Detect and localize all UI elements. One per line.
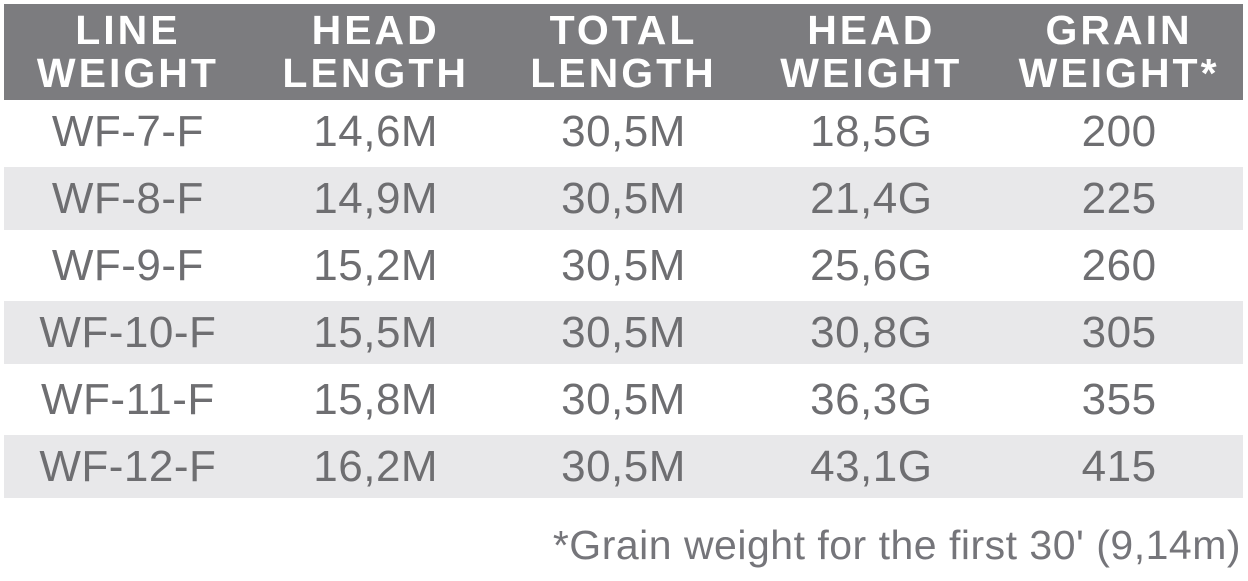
cell-head-weight: 30,8G <box>810 307 933 357</box>
cell-head-length: 14,9M <box>313 173 439 223</box>
column-header-label: TOTAL <box>549 7 698 54</box>
column-header-head-length: HEAD LENGTH <box>252 9 500 94</box>
cell-grain-weight: 200 <box>1081 106 1157 156</box>
cell-total-length: 30,5M <box>561 106 686 156</box>
cell-grain-weight: 225 <box>1081 173 1157 223</box>
cell-line-weight: WF-11-F <box>41 374 215 424</box>
column-header-label: GRAIN <box>1045 7 1193 54</box>
cell-line-weight: WF-7-F <box>51 106 204 156</box>
cell-line-weight: WF-8-F <box>51 173 204 223</box>
table-body: WF-7-F 14,6M 30,5M 18,5G 200 WF-8-F 14,9… <box>4 100 1243 498</box>
cell-line-weight: WF-12-F <box>39 441 217 491</box>
cell-total-length: 30,5M <box>561 307 686 357</box>
cell-total-length: 30,5M <box>561 240 686 290</box>
cell-line-weight: WF-9-F <box>51 240 204 290</box>
table-row: WF-12-F 16,2M 30,5M 43,1G 415 <box>4 435 1243 498</box>
cell-head-weight: 21,4G <box>810 173 933 223</box>
cell-head-weight: 18,5G <box>810 106 933 156</box>
cell-total-length: 30,5M <box>561 374 686 424</box>
column-header-grain-weight: GRAIN WEIGHT* <box>995 9 1243 94</box>
column-header-head-weight: HEAD WEIGHT <box>747 9 995 94</box>
column-header-label: WEIGHT <box>780 50 963 96</box>
cell-total-length: 30,5M <box>561 173 686 223</box>
cell-head-weight: 36,3G <box>810 374 933 424</box>
column-header-line-weight: LINE WEIGHT <box>4 9 252 94</box>
cell-grain-weight: 415 <box>1081 441 1157 491</box>
cell-grain-weight: 355 <box>1081 374 1157 424</box>
cell-head-length: 14,6M <box>313 106 439 156</box>
column-header-total-length: TOTAL LENGTH <box>500 9 748 94</box>
grain-weight-footnote: *Grain weight for the first 30' (9,14m) <box>552 522 1241 568</box>
cell-grain-weight: 260 <box>1081 240 1157 290</box>
column-header-label: HEAD <box>807 7 936 54</box>
column-header-label: LENGTH <box>282 50 469 96</box>
table-row: WF-11-F 15,8M 30,5M 36,3G 355 <box>4 368 1243 431</box>
column-header-label: WEIGHT <box>36 50 219 96</box>
column-header-label: LENGTH <box>530 50 717 96</box>
table-header: LINE WEIGHT HEAD LENGTH TOTAL LENGTH HEA… <box>4 4 1243 100</box>
column-header-label: HEAD <box>311 7 440 54</box>
column-header-label: LINE <box>75 7 181 54</box>
table-row: WF-9-F 15,2M 30,5M 25,6G 260 <box>4 234 1243 297</box>
cell-head-length: 15,5M <box>313 307 439 357</box>
cell-head-length: 15,2M <box>313 240 439 290</box>
table-row: WF-8-F 14,9M 30,5M 21,4G 225 <box>4 167 1243 230</box>
cell-head-weight: 25,6G <box>810 240 933 290</box>
table-row: WF-10-F 15,5M 30,5M 30,8G 305 <box>4 301 1243 364</box>
cell-head-length: 16,2M <box>313 441 439 491</box>
column-header-label: WEIGHT* <box>1018 50 1220 96</box>
cell-head-weight: 43,1G <box>810 441 933 491</box>
cell-line-weight: WF-10-F <box>39 307 217 357</box>
cell-head-length: 15,8M <box>313 374 439 424</box>
cell-total-length: 30,5M <box>561 441 686 491</box>
table-row: WF-7-F 14,6M 30,5M 18,5G 200 <box>4 100 1243 163</box>
cell-grain-weight: 305 <box>1081 307 1157 357</box>
